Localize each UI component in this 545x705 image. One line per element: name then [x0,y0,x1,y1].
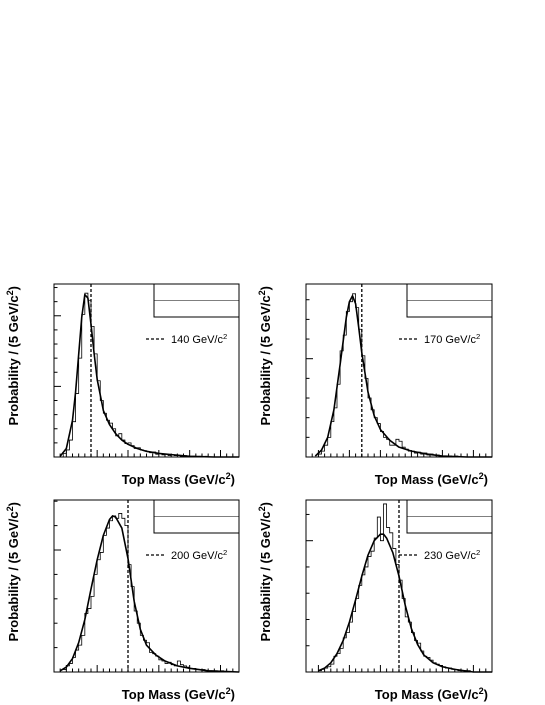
y-axis-title: Probability / (5 GeV/c2) [5,286,21,425]
x-axis-title: Top Mass (GeV/c2) [122,471,235,487]
chart-panel-3: 200 GeV/c2 Top Mass (GeV/c2) Probability /… [5,499,240,702]
fit-curve [59,515,240,673]
chart-panel-2: 170 GeV/c2 Top Mass (GeV/c2) Probability /… [257,283,493,487]
fit-curve [314,295,492,458]
legend-label: 170 GeV/c2 [424,332,480,347]
x-axis-title: Top Mass (GeV/c2) [375,471,488,487]
x-axis-title: Top Mass (GeV/c2) [122,686,235,702]
legend-label: 200 GeV/c2 [171,548,227,563]
fit-curve [318,533,492,673]
legend-label: 140 GeV/c2 [171,332,227,347]
histogram-series [315,293,492,458]
x-axis-title: Top Mass (GeV/c2) [375,686,488,702]
y-axis-title: Probability / (5 GeV/c2) [5,502,21,641]
legend-label: 230 GeV/c2 [424,548,480,563]
chart-panel-4: 230 GeV/c2 Top Mass (GeV/c2) Probability /… [257,499,493,702]
y-axis-title: Probability / (5 GeV/c2) [257,286,273,425]
chart-panel-1: 140 GeV/c2 Top Mass (GeV/c2) Probability /… [5,283,240,487]
fit-curve [59,293,239,458]
histogram-series [60,292,239,458]
y-axis-title: Probability / (5 GeV/c2) [257,502,273,641]
